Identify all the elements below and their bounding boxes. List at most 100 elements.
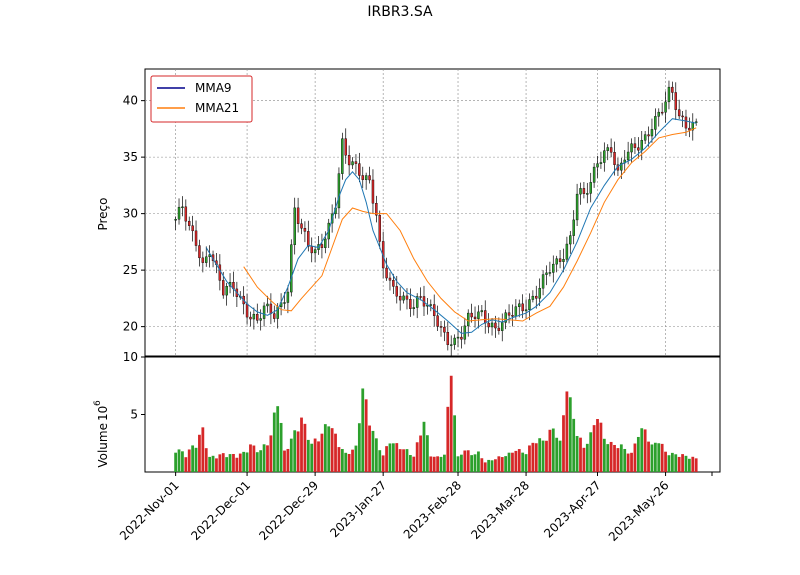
volume-bar	[504, 456, 508, 472]
volume-bar	[490, 460, 494, 472]
volume-bar	[201, 427, 205, 472]
volume-exponent-power: 6	[93, 400, 103, 406]
volume-bar	[463, 450, 467, 472]
volume-bar	[395, 443, 399, 472]
candle-body	[344, 138, 347, 156]
candle-body	[256, 313, 259, 321]
mma21-line	[243, 127, 697, 322]
volume-bar	[371, 430, 375, 472]
candle-body	[201, 257, 205, 263]
candle-body	[198, 245, 201, 259]
volume-bar	[323, 424, 327, 472]
volume-bar	[460, 454, 463, 472]
volume-bar	[497, 456, 501, 472]
candle-body	[419, 296, 422, 298]
candle-body	[487, 322, 490, 328]
volume-bar	[548, 429, 552, 472]
volume-bar	[636, 436, 640, 472]
candle-body	[524, 309, 528, 312]
volume-bar	[626, 453, 630, 472]
x-tick-label: 2023-Feb-28	[401, 478, 464, 541]
volume-bar	[528, 445, 531, 472]
volume-bar	[351, 449, 354, 472]
candle-body	[337, 173, 341, 209]
volume-bar	[582, 447, 586, 472]
candle-body	[303, 228, 307, 232]
volume-bar	[306, 439, 310, 472]
volume-bar	[647, 441, 650, 472]
volume-bar	[551, 428, 555, 472]
candle-body	[446, 332, 450, 345]
volume-bar	[538, 438, 542, 472]
candle-body	[647, 134, 650, 137]
candle-body	[538, 287, 541, 299]
volume-bar	[494, 459, 497, 472]
volume-bar	[204, 448, 208, 472]
candle-body	[300, 223, 303, 229]
candle-body	[307, 231, 310, 247]
price-y-tick-label: 25	[123, 263, 138, 277]
candle-body	[293, 207, 296, 245]
candle-body	[453, 337, 456, 345]
candle-body	[484, 310, 487, 324]
volume-bar	[191, 445, 195, 472]
candle-body	[358, 163, 361, 176]
legend-label-mma21: MMA21	[195, 101, 239, 115]
volume-bar	[252, 445, 256, 472]
candle-body	[637, 147, 640, 151]
chart-title: IRBR3.SA	[367, 4, 433, 20]
candle-body	[643, 134, 647, 141]
candle-body	[456, 336, 460, 339]
candle-body	[528, 299, 531, 311]
volume-bar	[630, 452, 633, 472]
volume-bar	[579, 437, 582, 472]
x-tick-label: 2022-Dec-01	[188, 478, 253, 543]
volume-bar	[606, 444, 610, 472]
candle-body	[633, 143, 637, 148]
volume-bar	[374, 438, 378, 472]
volume-bar	[572, 418, 576, 472]
volume-bar	[480, 458, 484, 472]
candle-body	[436, 315, 439, 327]
candle-body	[262, 305, 266, 319]
candle-body	[569, 235, 572, 245]
candle-body	[494, 322, 497, 329]
volume-bar	[660, 443, 664, 472]
candle-body	[245, 303, 249, 318]
legend-label-mma9: MMA9	[195, 81, 232, 95]
candle-body	[660, 111, 664, 114]
volume-bar	[562, 415, 565, 472]
candle-body	[310, 246, 313, 254]
candle-body	[558, 258, 562, 262]
volume-bar	[317, 441, 320, 472]
volume-bar	[657, 443, 661, 472]
volume-bar	[208, 456, 212, 472]
volume-bar	[215, 458, 218, 472]
candle-body	[412, 307, 416, 309]
volume-bar	[596, 419, 599, 472]
volume-bar	[419, 435, 422, 472]
volume-bar	[643, 429, 647, 472]
candle-body	[664, 101, 667, 113]
volume-bar	[619, 444, 623, 472]
candle-body	[470, 312, 473, 318]
volume-bar	[398, 449, 402, 472]
volume-bar	[422, 421, 426, 472]
volume-bar	[449, 375, 453, 472]
candle-body	[388, 277, 392, 281]
volume-bar	[381, 455, 385, 472]
volume-bar	[181, 451, 184, 472]
candle-body	[552, 263, 555, 273]
volume-bar	[426, 435, 429, 472]
candle-body	[671, 86, 674, 93]
candle-body	[654, 116, 657, 130]
volume-bar	[487, 459, 491, 472]
candle-body	[222, 280, 225, 296]
volume-bar	[279, 422, 283, 472]
volume-bar	[466, 450, 470, 472]
candle-body	[324, 238, 327, 248]
candle-body	[548, 272, 552, 274]
volume-bar	[568, 397, 572, 472]
volume-bar	[616, 448, 620, 472]
volume-bar	[534, 443, 538, 472]
